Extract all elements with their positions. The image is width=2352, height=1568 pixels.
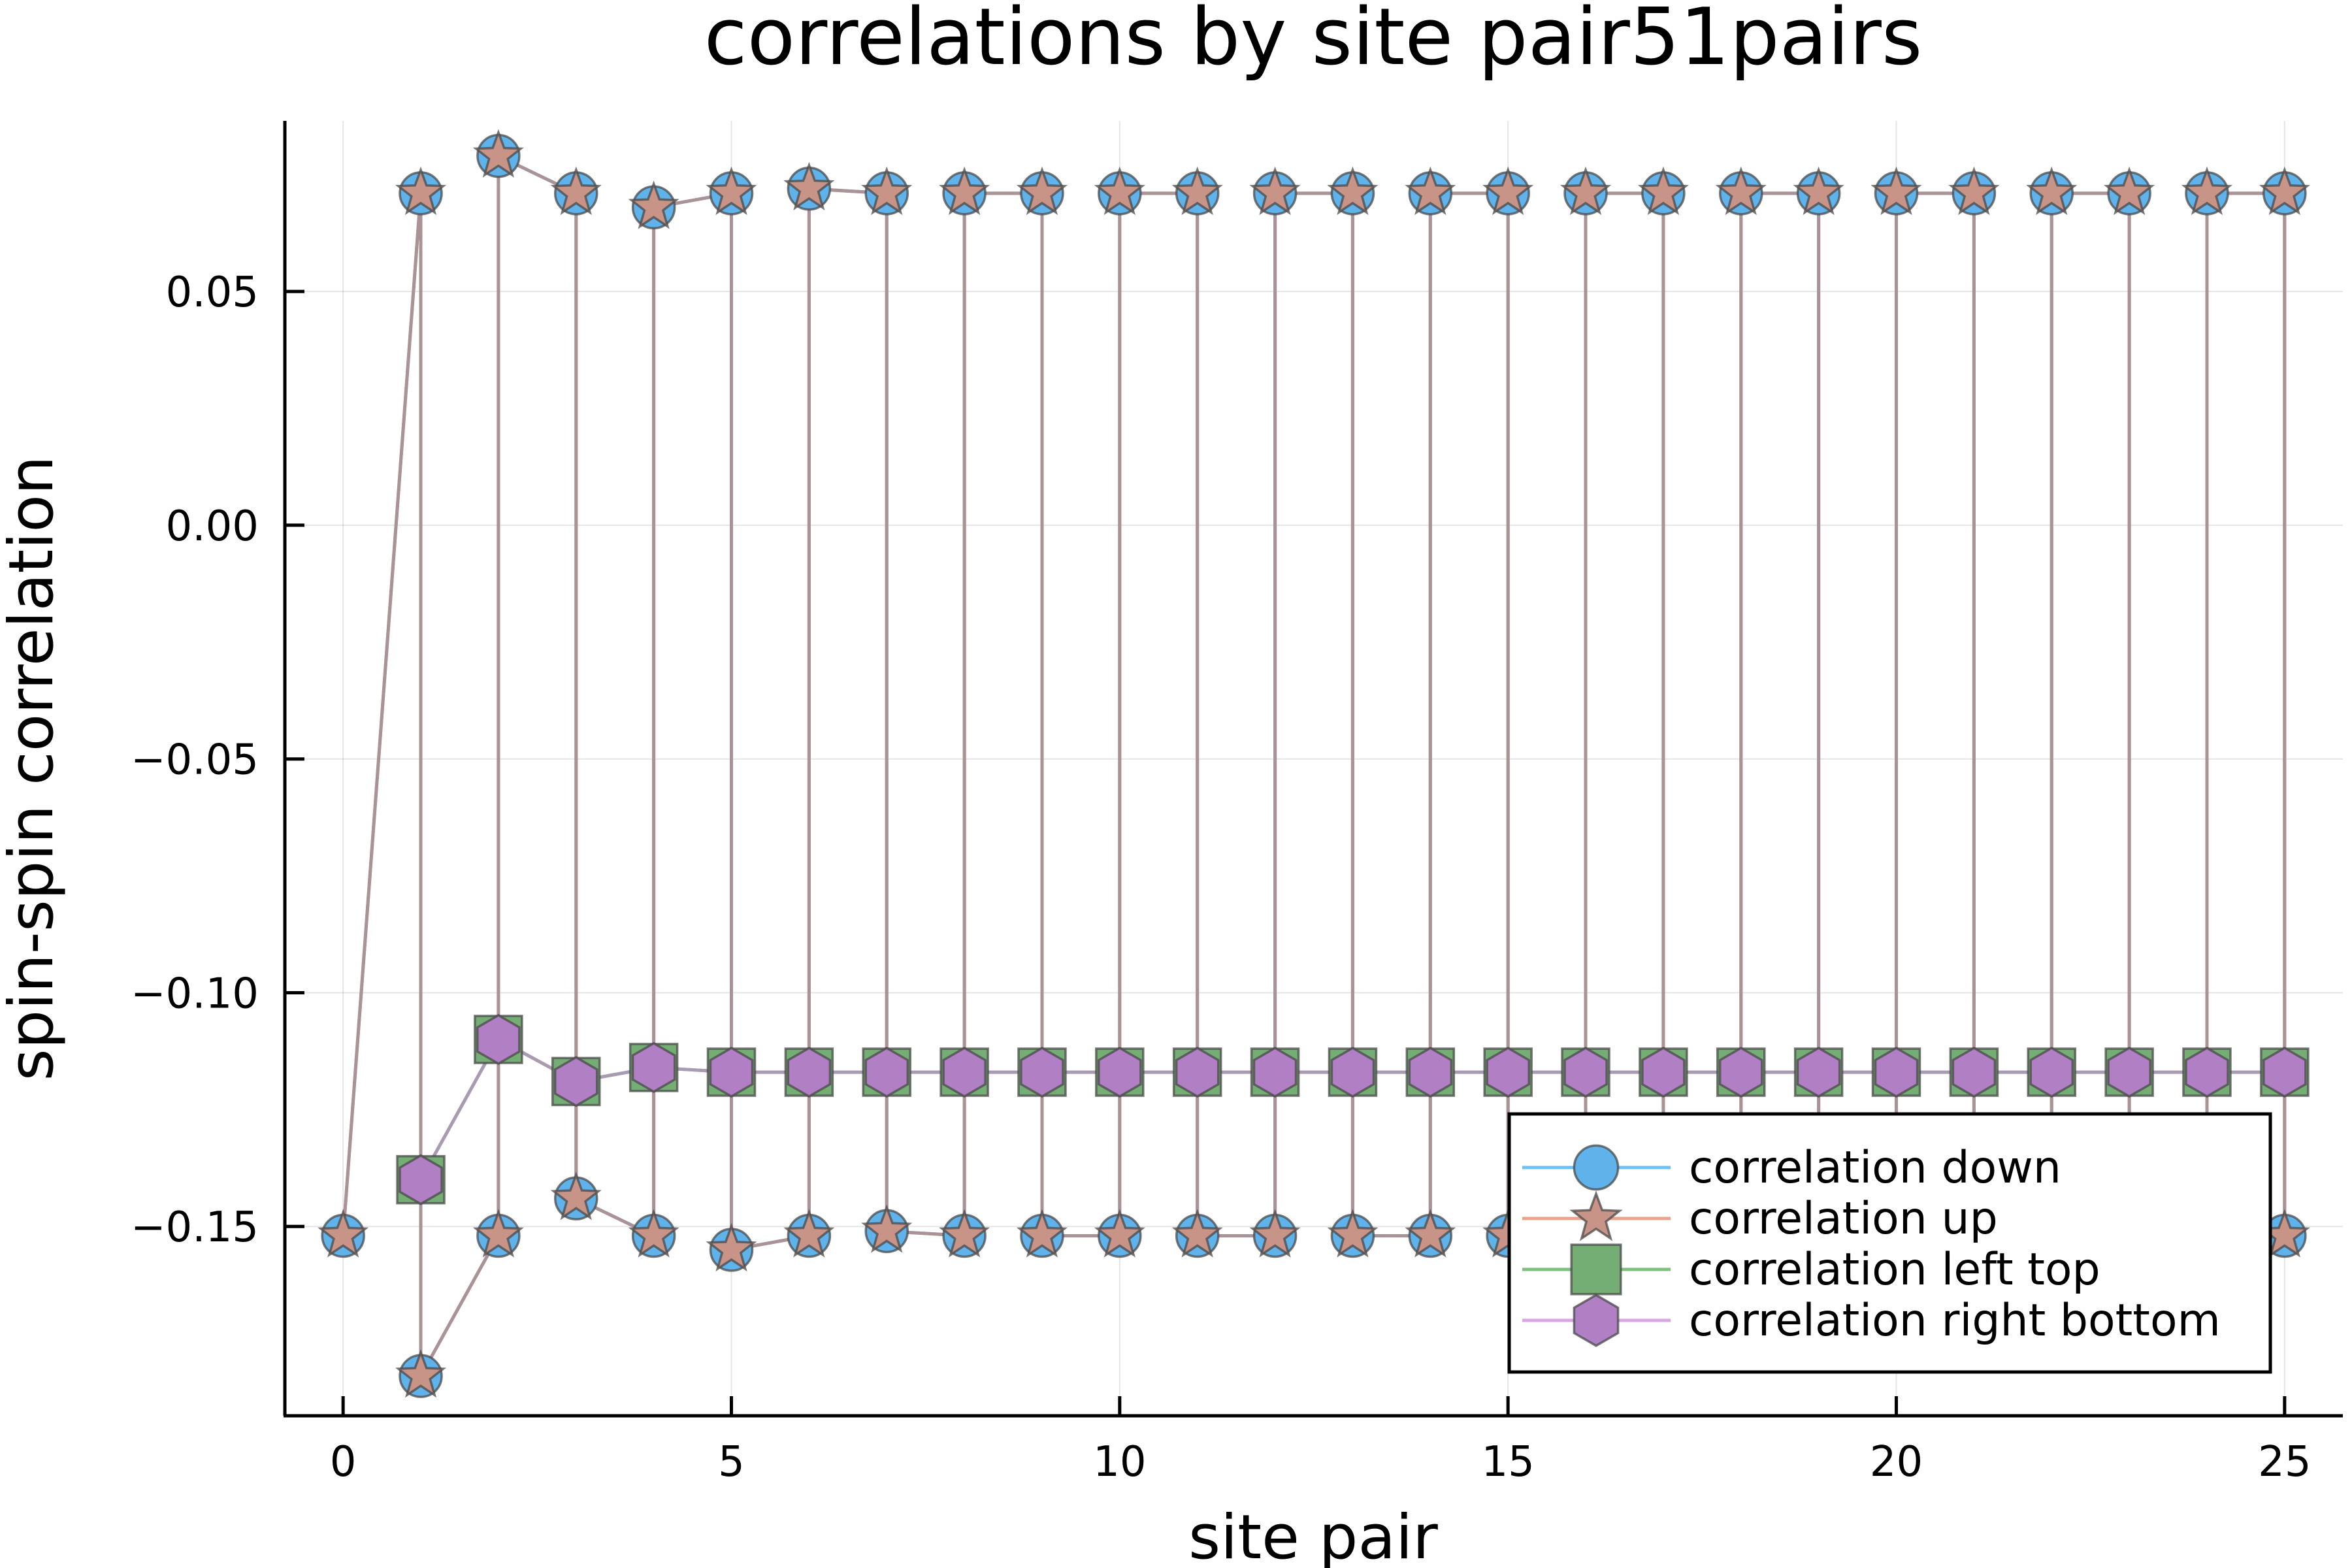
data-point [861, 1204, 913, 1253]
data-point [1016, 166, 1068, 216]
data-point [1327, 1209, 1379, 1258]
data-point [553, 1056, 598, 1107]
data-point [472, 129, 524, 178]
data-point [783, 1209, 835, 1258]
legend-marker-4 [1573, 1294, 1620, 1347]
y-tick-label: 0.00 [166, 502, 259, 551]
legend-label-2: correlation up [1689, 1193, 1998, 1245]
data-point [399, 1154, 443, 1205]
data-point [1952, 1047, 1997, 1098]
data-point [783, 161, 835, 210]
data-point [2259, 166, 2310, 216]
legend-label-4: correlation right bottom [1689, 1295, 2221, 1347]
data-point [1718, 1047, 1763, 1098]
data-point [2104, 166, 2155, 216]
data-point [1948, 166, 2000, 216]
data-point [318, 1209, 369, 1258]
x-tick-label: 20 [1870, 1438, 1923, 1486]
data-point [709, 1047, 754, 1098]
data-point [395, 1349, 447, 1398]
data-point [706, 166, 757, 216]
data-point [1327, 166, 1379, 216]
data-point [1486, 1047, 1530, 1098]
data-point [550, 166, 602, 216]
data-point [2029, 1047, 2074, 1098]
data-point [1330, 1047, 1375, 1098]
legend-label-1: correlation down [1689, 1142, 2061, 1194]
y-axis-label: spin-spin correlation [0, 456, 67, 1081]
legend-marker-2 [1569, 1190, 1623, 1241]
data-point [1874, 1047, 1919, 1098]
data-point [1870, 166, 1922, 216]
data-point [1637, 166, 1689, 216]
data-point [2026, 166, 2078, 216]
data-point [1175, 1047, 1220, 1098]
ticks: 0 5 10 15 20 25 −0.15 −0.10 −0.05 0.00 0.05 [131, 269, 2311, 1486]
data-point [939, 166, 990, 216]
data-point [1796, 1047, 1841, 1098]
data-point [942, 1047, 987, 1098]
data-point [1405, 166, 1456, 216]
x-tick-label: 10 [1093, 1438, 1146, 1486]
x-tick-label: 5 [718, 1438, 745, 1486]
data-point [2107, 1047, 2151, 1098]
data-point [1171, 166, 1223, 216]
y-tick-label: −0.10 [131, 970, 259, 1018]
legend-box [1507, 1112, 2272, 1374]
data-point [628, 180, 679, 229]
data-point [1408, 1047, 1453, 1098]
x-tick-label: 25 [2258, 1438, 2311, 1486]
data-point [706, 1222, 757, 1272]
data-point [1171, 1209, 1223, 1258]
legend-marker-3 [1570, 1243, 1622, 1296]
data-point [1094, 1209, 1145, 1258]
data-point [1249, 166, 1301, 216]
data-point [2262, 1047, 2307, 1098]
data-point [787, 1047, 832, 1098]
data-point [1715, 166, 1767, 216]
x-tick-label: 15 [1481, 1438, 1534, 1486]
data-point [1020, 1047, 1064, 1098]
series-4-markers [399, 1013, 2307, 1205]
data-point [939, 1209, 990, 1258]
legend-marker-1 [1573, 1144, 1620, 1191]
y-tick-label: −0.05 [131, 736, 259, 785]
data-point [1793, 166, 1844, 216]
data-point [2185, 1047, 2229, 1098]
data-point [1252, 1047, 1298, 1098]
x-tick-label: 0 [330, 1438, 357, 1486]
x-axis-label: site pair [1188, 1502, 1438, 1568]
data-point [864, 1047, 909, 1098]
data-point [628, 1209, 679, 1258]
data-point [395, 166, 447, 216]
data-point [1098, 1047, 1142, 1098]
data-point [1482, 166, 1534, 216]
data-point [550, 1171, 602, 1220]
data-point [2181, 166, 2233, 216]
data-point [1641, 1047, 1686, 1098]
data-point [476, 1013, 521, 1066]
y-tick-label: −0.15 [131, 1203, 259, 1252]
data-point [1094, 166, 1145, 216]
data-point [1560, 166, 1612, 216]
data-point [1563, 1047, 1608, 1098]
data-point [472, 1209, 524, 1258]
data-point [1249, 1209, 1301, 1258]
y-tick-label: 0.05 [166, 269, 259, 317]
chart-title: correlations by site pair51pairs [704, 0, 1923, 83]
data-point [861, 166, 913, 216]
data-point [1405, 1209, 1456, 1258]
legend-label-3: correlation left top [1689, 1244, 2100, 1296]
data-point [631, 1041, 676, 1093]
axes [283, 121, 2343, 1418]
data-point [1016, 1209, 1068, 1258]
